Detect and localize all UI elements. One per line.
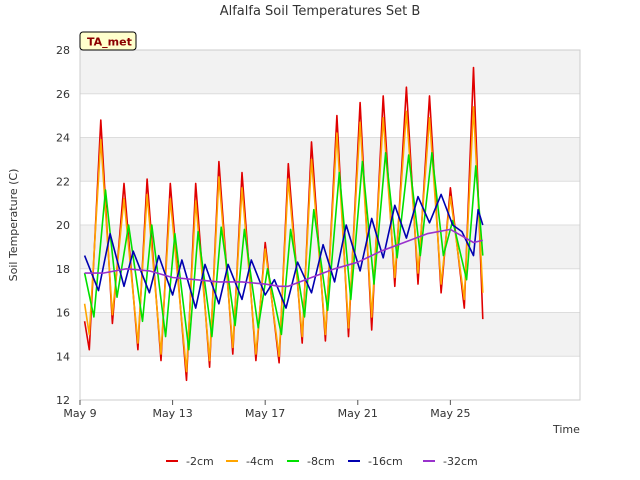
legend-label: -2cm [186, 455, 214, 468]
legend-label: -16cm [368, 455, 403, 468]
y-tick-label: 28 [56, 44, 70, 57]
x-tick-label: May 21 [338, 407, 378, 420]
y-tick-label: 14 [56, 350, 70, 363]
plot-background [79, 49, 581, 401]
y-axis: 12 14 16 18 20 22 24 26 28 [56, 44, 70, 407]
annotation-label: TA_met [87, 36, 132, 49]
y-tick-label: 12 [56, 394, 70, 407]
y-axis-label: Soil Temperature (C) [7, 169, 20, 282]
legend-label: -4cm [246, 455, 274, 468]
annotation-badge: TA_met [79, 31, 137, 51]
series-line-minus-32cm [84, 228, 483, 288]
grid-band [80, 50, 580, 94]
x-axis: May 9 May 13 May 17 May 21 May 25 [63, 400, 470, 420]
x-tick-label: May 13 [152, 407, 192, 420]
series-lines [83, 66, 484, 382]
x-tick-label: May 17 [245, 407, 285, 420]
chart-title: Alfalfa Soil Temperatures Set B [220, 4, 421, 19]
legend-label: -8cm [307, 455, 335, 468]
x-axis-label: Time [552, 423, 580, 436]
legend: -2cm -4cm -8cm -16cm -32cm [166, 455, 478, 468]
series-line-minus-8cm [83, 152, 484, 351]
y-tick-label: 20 [56, 219, 70, 232]
y-tick-label: 18 [56, 263, 70, 276]
plot-border [79, 49, 581, 401]
grid-band [80, 137, 580, 182]
y-tick-label: 24 [56, 132, 70, 145]
y-tick-label: 22 [56, 175, 70, 188]
x-tick-label: May 9 [63, 407, 96, 420]
legend-label: -32cm [443, 455, 478, 468]
grid-band [80, 312, 580, 357]
y-tick-label: 26 [56, 88, 70, 101]
x-tick-label: May 25 [430, 407, 470, 420]
y-tick-label: 16 [56, 307, 70, 320]
